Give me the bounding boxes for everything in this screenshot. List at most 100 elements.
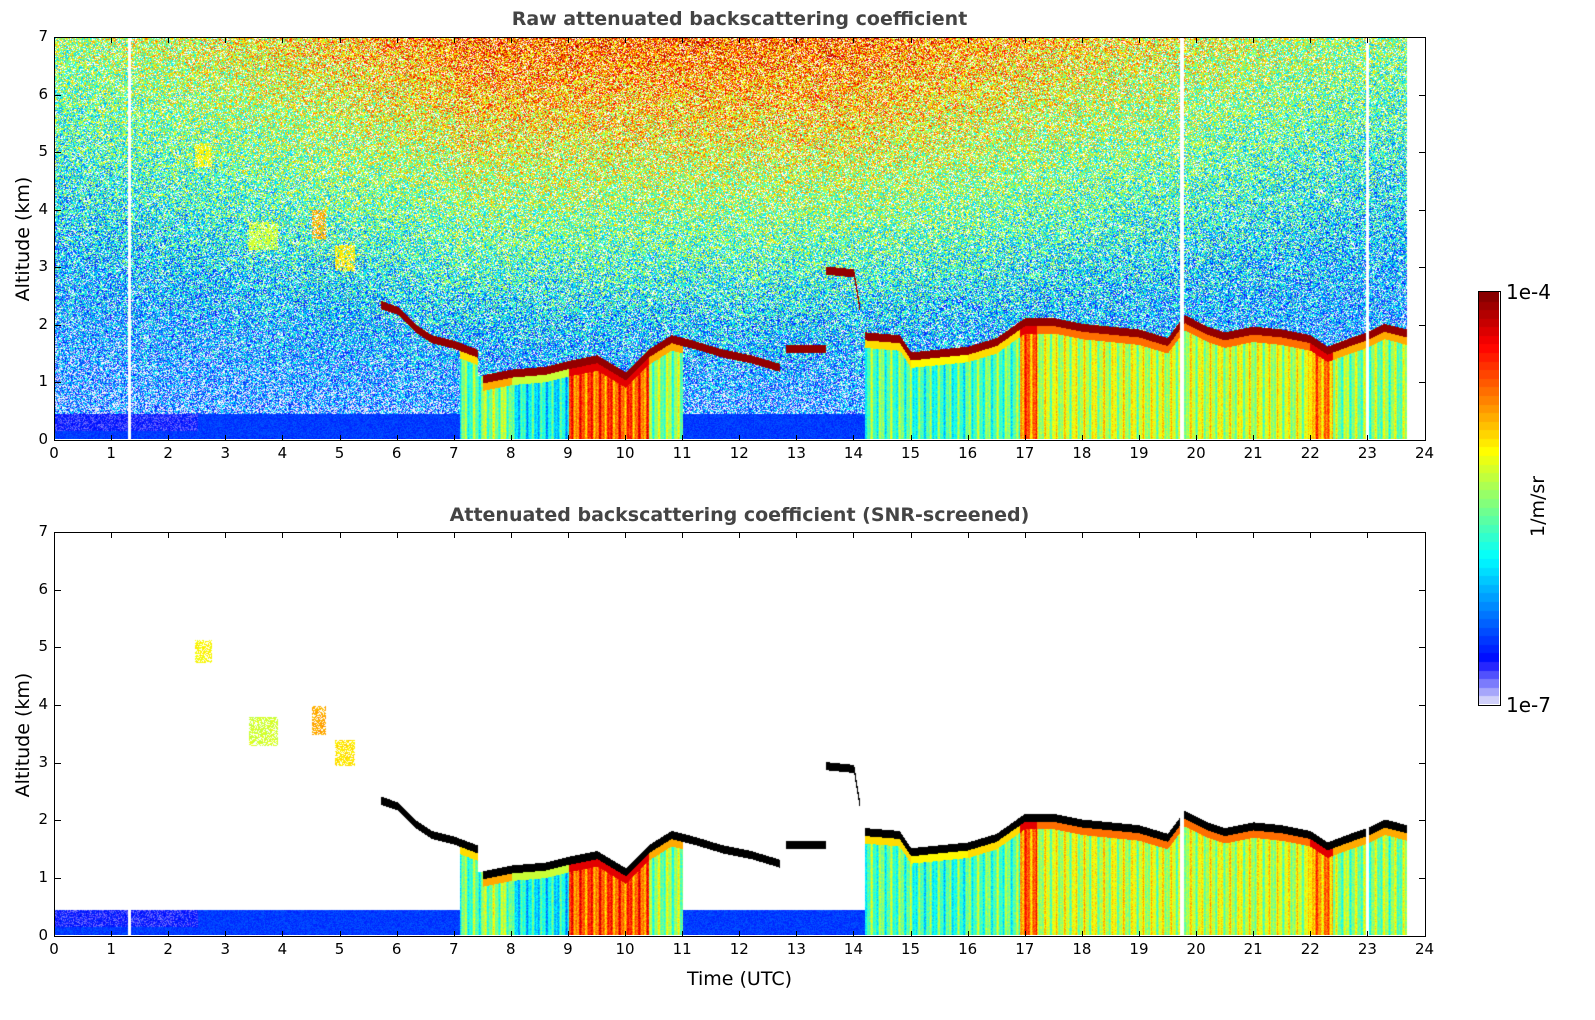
y-tick-label: 7	[38, 522, 48, 540]
y-tick-label: 1	[38, 372, 48, 390]
x-tick-label: 14	[843, 940, 863, 958]
x-tick-label: 21	[1243, 444, 1263, 462]
x-tick-mark	[396, 931, 398, 937]
x-tick-label: 13	[786, 940, 806, 958]
colorbar-min-label: 1e-7	[1506, 693, 1551, 717]
x-tick-mark	[396, 37, 398, 43]
x-tick-label: 5	[334, 940, 345, 958]
x-tick-label: 0	[49, 940, 59, 958]
colorbar	[1478, 291, 1501, 706]
x-tick-label: 23	[1357, 444, 1377, 462]
colorbar-gradient	[1479, 292, 1499, 704]
x-tick-label: 15	[901, 940, 921, 958]
x-tick-mark	[1367, 532, 1369, 538]
x-tick-mark	[625, 37, 627, 43]
x-tick-mark	[967, 37, 969, 43]
x-tick-mark	[339, 532, 341, 538]
x-tick-mark	[396, 532, 398, 538]
x-tick-label: 11	[672, 444, 692, 462]
x-tick-mark	[225, 435, 227, 441]
x-tick-label: 2	[163, 940, 173, 958]
x-tick-label: 11	[672, 940, 692, 958]
x-tick-mark	[1196, 532, 1198, 538]
y-tick-mark	[55, 762, 61, 764]
x-tick-mark	[1424, 37, 1426, 43]
x-tick-mark	[225, 532, 227, 538]
y-tick-label: 3	[38, 752, 48, 771]
x-tick-label: 22	[1300, 444, 1320, 462]
x-tick-mark	[453, 532, 455, 538]
x-tick-label: 22	[1300, 940, 1320, 958]
x-tick-mark	[625, 931, 627, 937]
x-tick-mark	[567, 532, 569, 538]
x-tick-mark	[1138, 37, 1140, 43]
x-tick-mark	[168, 37, 170, 43]
x-tick-label: 17	[1015, 444, 1035, 462]
y-tick-mark	[55, 820, 61, 822]
x-tick-mark	[1424, 532, 1426, 538]
x-tick-mark	[682, 435, 684, 441]
x-tick-label: 16	[958, 940, 978, 958]
y-tick-label: 1	[38, 867, 48, 886]
y-tick-mark	[1419, 37, 1425, 38]
y-tick-label: 6	[38, 579, 48, 598]
y-tick-mark	[1419, 762, 1425, 764]
bottom-y-axis-label: Altitude (km)	[12, 672, 34, 798]
x-tick-mark	[111, 435, 113, 441]
x-tick-label: 7	[448, 444, 459, 462]
x-tick-mark	[54, 931, 55, 937]
x-tick-mark	[339, 435, 341, 441]
x-tick-mark	[168, 931, 170, 937]
x-tick-label: 8	[506, 444, 516, 462]
y-tick-mark	[55, 382, 61, 383]
x-tick-mark	[1253, 435, 1255, 441]
x-tick-mark	[796, 435, 798, 441]
y-tick-mark	[55, 935, 61, 937]
x-tick-label: 9	[563, 444, 573, 462]
x-tick-label: 17	[1015, 940, 1035, 958]
y-tick-label: 4	[38, 199, 48, 218]
y-tick-mark	[1419, 532, 1425, 533]
y-tick-label: 5	[38, 637, 48, 656]
x-tick-label: 7	[448, 940, 459, 958]
x-tick-label: 12	[729, 444, 749, 462]
y-tick-mark	[1419, 267, 1425, 268]
x-tick-label: 21	[1243, 940, 1263, 958]
y-tick-mark	[55, 647, 61, 649]
y-tick-label: 0	[38, 429, 48, 448]
y-tick-mark	[55, 209, 61, 211]
x-tick-mark	[282, 37, 284, 43]
top-y-axis-label: Altitude (km)	[12, 176, 34, 302]
x-tick-mark	[54, 532, 55, 538]
y-tick-mark	[55, 704, 61, 706]
x-tick-label: 23	[1357, 940, 1377, 958]
y-tick-mark	[1419, 324, 1425, 326]
x-tick-label: 3	[220, 940, 231, 958]
x-tick-mark	[853, 37, 855, 43]
x-tick-mark	[225, 37, 227, 43]
x-tick-mark	[625, 435, 627, 441]
x-tick-mark	[739, 532, 741, 538]
y-tick-label: 2	[38, 314, 48, 333]
x-tick-mark	[1310, 435, 1312, 441]
x-tick-mark	[910, 435, 912, 441]
x-tick-label: 18	[1072, 444, 1092, 462]
y-tick-mark	[55, 439, 61, 441]
x-tick-mark	[739, 931, 741, 937]
x-tick-mark	[1310, 931, 1312, 937]
x-tick-mark	[510, 37, 512, 43]
y-tick-mark	[1419, 647, 1425, 649]
x-tick-mark	[967, 532, 969, 538]
x-tick-mark	[567, 931, 569, 937]
x-tick-mark	[54, 37, 55, 43]
x-tick-mark	[168, 435, 170, 441]
y-tick-mark	[55, 324, 61, 326]
x-tick-label: 10	[615, 940, 635, 958]
x-tick-mark	[910, 532, 912, 538]
y-tick-mark	[1419, 439, 1425, 441]
y-tick-mark	[1419, 589, 1425, 591]
y-tick-mark	[1419, 152, 1425, 153]
x-tick-label: 19	[1129, 940, 1149, 958]
x-tick-label: 3	[220, 444, 231, 462]
x-tick-mark	[853, 931, 855, 937]
